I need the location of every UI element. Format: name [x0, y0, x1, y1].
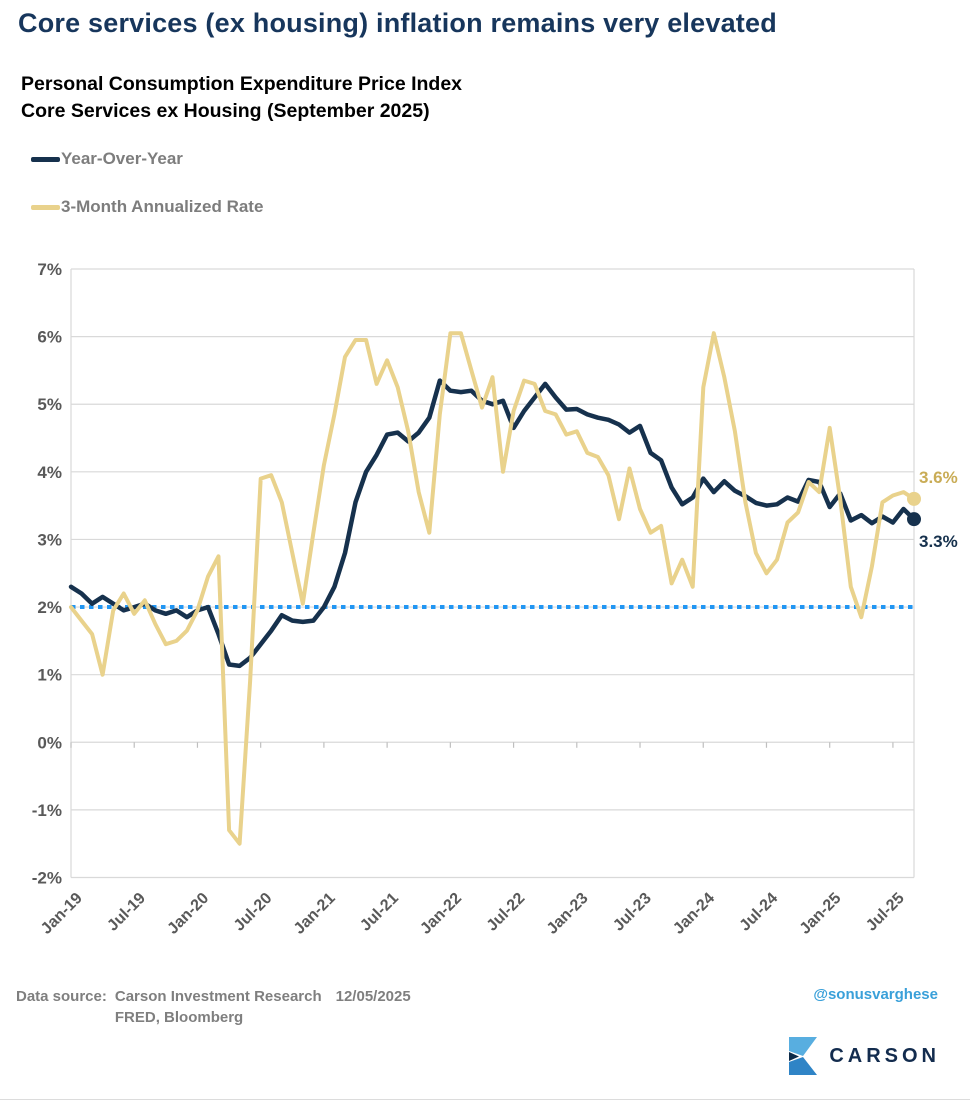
y-axis-tick-label: -1%: [32, 801, 62, 820]
data-source-label: Data source:: [16, 988, 107, 1005]
series-end-label: 3.6%: [919, 468, 958, 487]
chart-subtitle-line2: Core Services ex Housing (September 2025…: [21, 100, 430, 122]
carson-logo: CARSON: [786, 1036, 940, 1076]
series-end-label: 3.3%: [919, 532, 958, 551]
three-month-line-swatch: [31, 204, 60, 210]
x-axis-tick-label: Jan-21: [291, 890, 339, 938]
x-axis-tick-label: Jan-24: [670, 890, 718, 938]
data-source: Data source: Carson Investment Research 1…: [16, 986, 411, 1028]
x-axis-tick-label: Jul-22: [484, 890, 529, 935]
yoy-line-end-dot: [907, 512, 921, 527]
y-axis-tick-label: -2%: [32, 869, 62, 888]
chart-subtitle: Personal Consumption Expenditure Price I…: [21, 71, 462, 125]
y-axis-tick-label: 7%: [37, 260, 62, 279]
x-axis-tick-label: Jul-21: [357, 890, 402, 935]
legend-label-yoy: Year-Over-Year: [61, 149, 183, 168]
y-axis-tick-label: 0%: [37, 733, 62, 752]
social-handle[interactable]: @sonusvarghese: [813, 986, 938, 1003]
x-axis-tick-label: Jul-20: [231, 890, 276, 935]
legend-item-3mo: 3-Month Annualized Rate: [31, 196, 263, 218]
y-axis-tick-label: 5%: [37, 395, 62, 414]
legend-label-3mo: 3-Month Annualized Rate: [61, 197, 264, 216]
chart-subtitle-line1: Personal Consumption Expenditure Price I…: [21, 73, 463, 95]
y-axis-tick-label: 2%: [37, 598, 62, 617]
data-source-date: 12/05/2025: [335, 988, 411, 1005]
x-axis-tick-label: Jan-19: [38, 890, 86, 938]
x-axis-tick-label: Jul-24: [737, 890, 782, 935]
yoy-line: [68, 378, 917, 669]
x-axis-tick-label: Jan-25: [797, 890, 845, 938]
x-axis-tick-label: Jan-20: [164, 890, 212, 938]
y-axis-tick-label: 4%: [37, 463, 62, 482]
carson-logo-icon: [789, 1037, 818, 1075]
y-axis-tick-label: 1%: [37, 666, 62, 685]
carson-logo-text: CARSON: [829, 1044, 940, 1067]
x-axis-tick-label: Jul-23: [610, 890, 655, 935]
page-title: Core services (ex housing) inflation rem…: [18, 8, 777, 38]
x-axis-tick-label: Jul-19: [104, 890, 149, 935]
y-axis-tick-label: 6%: [37, 328, 62, 347]
y-axis-tick-label: 3%: [37, 530, 62, 549]
three-month-line: [69, 331, 916, 846]
data-source-line2: FRED, Bloomberg: [114, 1009, 244, 1026]
legend-item-yoy: Year-Over-Year: [31, 148, 183, 170]
three-month-line-end-dot: [907, 491, 921, 506]
data-source-line1: Carson Investment Research: [114, 988, 322, 1005]
yoy-line-swatch: [31, 156, 60, 162]
x-axis-tick-label: Jan-23: [544, 890, 592, 938]
x-axis-tick-label: Jul-25: [863, 890, 908, 935]
x-axis-tick-label: Jan-22: [417, 890, 465, 938]
